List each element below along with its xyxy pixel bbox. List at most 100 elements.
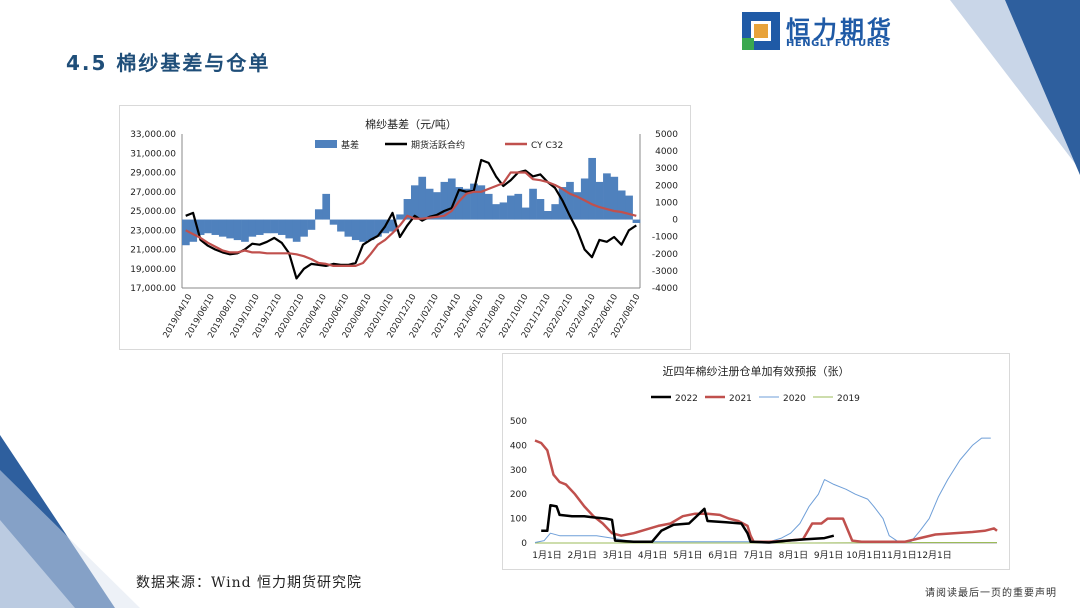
chart-title: 近四年棉纱注册仓单加有效预报（张）	[663, 364, 850, 378]
basis-bar	[322, 193, 331, 220]
x-tick-label: 2月1日	[567, 550, 596, 561]
y2-tick-label: 2000	[655, 181, 678, 191]
basis-bar	[366, 219, 375, 241]
basis-bar	[196, 219, 205, 235]
basis-bar	[278, 219, 286, 235]
legend-swatch	[315, 140, 337, 148]
basis-bar	[403, 199, 412, 220]
basis-bar	[477, 185, 486, 220]
basis-bar	[470, 183, 478, 220]
company-logo: 恒力期货 HENGLI FUTURES	[742, 10, 912, 52]
series-line	[185, 171, 637, 267]
logo-text-en: HENGLI FUTURES	[786, 38, 890, 49]
series-line	[534, 437, 991, 543]
basis-bar	[374, 219, 382, 237]
disclaimer-note: 请阅读最后一页的重要声明	[925, 588, 1057, 599]
basis-bar	[507, 195, 515, 220]
basis-bar	[536, 199, 545, 220]
basis-bar	[462, 188, 471, 220]
legend-label: 2019	[837, 394, 860, 404]
x-tick-label: 5月1日	[673, 550, 702, 561]
logo-text-cn: 恒力期货	[786, 16, 894, 44]
basis-bar	[566, 181, 574, 220]
x-tick-label: 10月1日	[846, 550, 881, 561]
basis-bar	[285, 219, 294, 239]
basis-bar	[543, 211, 552, 220]
basis-bar	[396, 214, 404, 220]
basis-bar	[573, 192, 582, 220]
basis-bar	[263, 219, 271, 234]
basis-bar	[189, 219, 198, 242]
y-tick-label: 29,000.00	[130, 169, 176, 179]
basis-bar	[182, 219, 190, 246]
basis-bar	[433, 192, 441, 220]
y2-tick-label: 5000	[655, 130, 678, 140]
x-tick-label: 4月1日	[638, 550, 667, 561]
y-tick-label: 33,000.00	[130, 130, 176, 140]
x-tick-label: 8月1日	[779, 550, 808, 561]
legend-label: CY C32	[531, 141, 563, 151]
y-tick-label: 27,000.00	[130, 188, 176, 198]
basis-bar	[455, 187, 464, 220]
basis-bar	[484, 193, 493, 220]
basis-bar	[241, 219, 249, 242]
basis-chart: 棉纱基差（元/吨） 基差 期货活跃合约 CY C32 17,000.00 19,000.0…	[130, 117, 678, 340]
basis-bar	[292, 219, 301, 242]
basis-bar	[625, 195, 633, 220]
basis-bar	[425, 188, 434, 220]
basis-bar	[588, 157, 596, 220]
x-tick-label: 11月1日	[881, 550, 916, 561]
x-tick-label: 12月1日	[917, 550, 952, 561]
basis-bar	[351, 219, 360, 241]
y-tick-label: 23,000.00	[130, 226, 176, 236]
y-tick-label: 25,000.00	[130, 207, 176, 217]
x-tick-label: 9月1日	[814, 550, 843, 561]
y2-tick-label: 0	[672, 216, 678, 226]
y2-tick-label: -1000	[652, 233, 678, 243]
y2-tick-label: -3000	[652, 267, 678, 277]
basis-bar	[580, 178, 589, 220]
basis-bar	[300, 219, 308, 237]
series-line	[541, 503, 835, 544]
basis-bar	[329, 219, 338, 225]
y-tick-label: 21,000.00	[130, 246, 176, 256]
legend-label: 2020	[783, 394, 806, 404]
legend-label: 2021	[729, 394, 752, 404]
basis-bar	[218, 219, 227, 237]
y2-tick-label: 3000	[655, 164, 678, 174]
basis-bar	[440, 181, 449, 220]
legend-label: 基差	[341, 139, 359, 151]
basis-bar	[344, 219, 353, 237]
y-tick-label: 300	[510, 466, 527, 476]
y-tick-label: 200	[510, 490, 527, 500]
basis-bar	[307, 219, 316, 230]
basis-bar	[617, 190, 626, 220]
warehouse-receipt-chart-panel: 近四年棉纱注册仓单加有效预报（张） 2022 2021 2020 2019 0 100 200…	[502, 353, 1010, 570]
y2-tick-label: -4000	[652, 284, 678, 294]
basis-bar	[204, 219, 212, 234]
y-tick-label: 31,000.00	[130, 149, 176, 159]
logo-icon	[742, 12, 780, 50]
y-tick-label: 19,000.00	[130, 265, 176, 275]
y-tick-label: 400	[510, 441, 527, 451]
basis-bar	[411, 185, 419, 220]
warehouse-receipt-chart: 近四年棉纱注册仓单加有效预报（张） 2022 2021 2020 2019 0 100 200…	[510, 364, 998, 561]
y2-tick-label: 4000	[655, 147, 678, 157]
chart-title: 棉纱基差（元/吨）	[365, 117, 457, 131]
basis-bar	[418, 176, 427, 220]
series-line	[534, 439, 998, 544]
y-tick-label: 500	[510, 417, 527, 427]
y2-tick-label: 1000	[655, 198, 678, 208]
y-tick-label: 17,000.00	[130, 284, 176, 294]
basis-bar	[499, 202, 508, 220]
basis-bar	[248, 219, 257, 237]
basis-bar	[632, 219, 641, 223]
basis-bar	[314, 209, 323, 220]
basis-bar	[359, 219, 367, 242]
basis-bar	[610, 176, 619, 220]
x-tick-label: 1月1日	[532, 550, 561, 561]
basis-bar	[492, 204, 500, 220]
x-tick-label: 6月1日	[708, 550, 737, 561]
basis-bar	[521, 207, 530, 220]
